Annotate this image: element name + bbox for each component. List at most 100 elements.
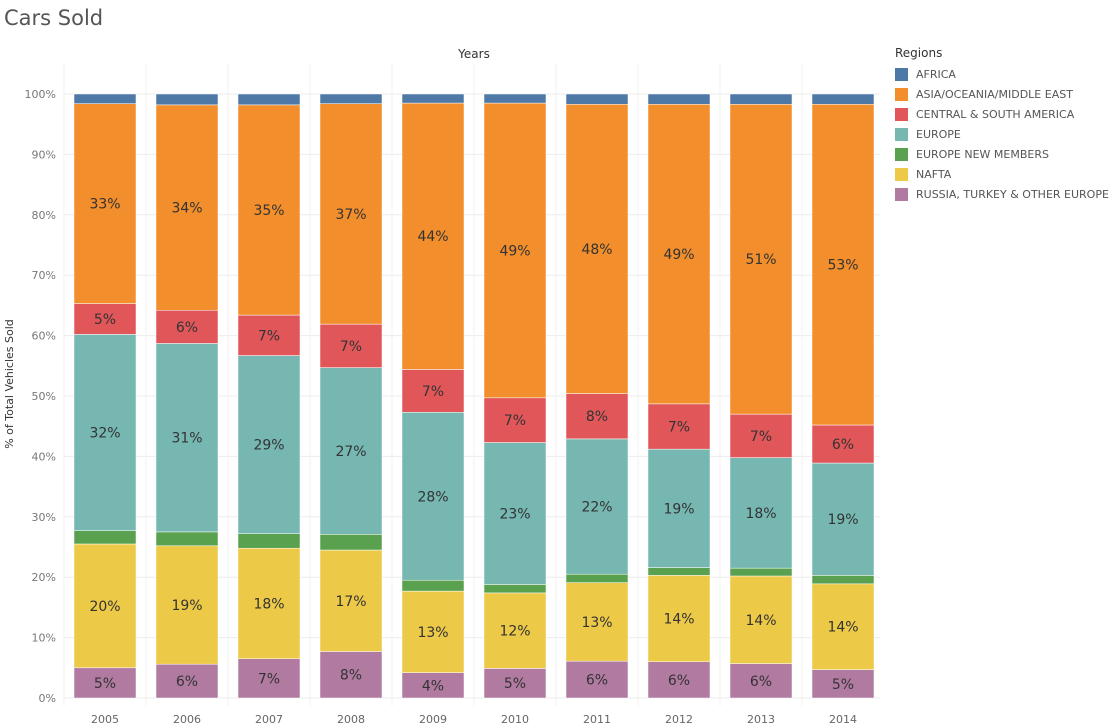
bar-segment[interactable] <box>565 573 629 583</box>
bar-segment[interactable] <box>647 448 711 568</box>
bar-segment[interactable] <box>319 367 383 535</box>
x-tick-label: 2006 <box>173 713 201 726</box>
bar-segment[interactable] <box>729 93 793 105</box>
bar-segment[interactable] <box>647 403 711 450</box>
bar-segment[interactable] <box>647 575 711 663</box>
bar-segment[interactable] <box>483 584 547 594</box>
bar-segment[interactable] <box>647 567 711 576</box>
bar-segment[interactable] <box>729 663 793 699</box>
bar-segment[interactable] <box>483 442 547 585</box>
legend-swatch <box>895 187 908 201</box>
legend-item[interactable]: AFRICA <box>895 64 1116 84</box>
bar-segment[interactable] <box>237 658 301 699</box>
bar-segment[interactable] <box>729 567 793 577</box>
data-label: 5% <box>832 677 854 693</box>
legend-swatch <box>895 67 908 81</box>
data-label: 7% <box>422 384 444 400</box>
legend-item[interactable]: ASIA/OCEANIA/MIDDLE EAST <box>895 84 1116 104</box>
bar-segment[interactable] <box>811 575 875 585</box>
bar-segment[interactable] <box>483 93 547 104</box>
bar-segment[interactable] <box>401 93 465 104</box>
y-axis-ticks: 0% 10% 20% 30% 40% 50% 60% 70% 80% 90% 100% <box>25 88 56 705</box>
bar-segment[interactable] <box>73 303 137 335</box>
data-label: 6% <box>586 673 608 689</box>
bar-segment[interactable] <box>483 592 547 669</box>
bar-segment[interactable] <box>647 93 711 105</box>
bar-segment[interactable] <box>237 104 301 316</box>
bar-segment[interactable] <box>73 93 137 104</box>
bar-segment[interactable] <box>483 668 547 699</box>
legend-item[interactable]: NAFTA <box>895 164 1116 184</box>
legend-item[interactable]: EUROPE NEW MEMBERS <box>895 144 1116 164</box>
legend-swatch <box>895 87 908 101</box>
bar-segment[interactable] <box>565 393 629 440</box>
y-tick-label: 60% <box>32 330 56 343</box>
data-label: 6% <box>176 674 198 690</box>
bar-segment[interactable] <box>319 534 383 551</box>
x-tick-label: 2005 <box>91 713 119 726</box>
data-label: 6% <box>750 674 772 690</box>
data-label: 20% <box>89 599 120 615</box>
bar-segment[interactable] <box>237 547 301 659</box>
bar-segment[interactable] <box>155 545 219 665</box>
bar-segment[interactable] <box>155 531 219 547</box>
bar-segment[interactable] <box>483 397 547 443</box>
bar-segment[interactable] <box>565 93 629 105</box>
bar-segment[interactable] <box>401 102 465 370</box>
data-label: 31% <box>171 431 202 447</box>
bar-segment[interactable] <box>401 579 465 592</box>
bar-segment[interactable] <box>811 462 875 576</box>
bar-segment[interactable] <box>729 575 793 664</box>
bar-segment[interactable] <box>565 660 629 699</box>
x-tick-label: 2014 <box>829 713 857 726</box>
legend-swatch <box>895 127 908 141</box>
legend: Regions AFRICA ASIA/OCEANIA/MIDDLE EAST CE… <box>895 46 1116 204</box>
bar-segment[interactable] <box>73 530 137 545</box>
data-label: 33% <box>89 197 120 213</box>
bar-segment[interactable] <box>73 334 137 531</box>
legend-item[interactable]: EUROPE <box>895 124 1116 144</box>
bar-segment[interactable] <box>647 661 711 699</box>
data-label: 12% <box>499 624 530 640</box>
bar-segment[interactable] <box>401 672 465 699</box>
bar-segment[interactable] <box>565 438 629 575</box>
bar-segment[interactable] <box>401 590 465 673</box>
bar-segment[interactable] <box>729 457 793 569</box>
data-label: 8% <box>586 409 608 425</box>
bar-segment[interactable] <box>319 93 383 104</box>
bar-segment[interactable] <box>565 104 629 394</box>
bar-segment[interactable] <box>73 543 137 669</box>
data-label: 53% <box>827 258 858 274</box>
bar-segment[interactable] <box>237 314 301 356</box>
bar-segment[interactable] <box>155 663 219 699</box>
bar-segment[interactable] <box>319 651 383 699</box>
data-label: 14% <box>827 620 858 636</box>
legend-item[interactable]: RUSSIA, TURKEY & OTHER EUROPE <box>895 184 1116 204</box>
data-label: 6% <box>668 673 690 689</box>
bar-segment[interactable] <box>319 323 383 368</box>
bar-segment[interactable] <box>811 583 875 670</box>
x-tick-label: 2011 <box>583 713 611 726</box>
bar-segment[interactable] <box>483 102 547 399</box>
legend-item[interactable]: CENTRAL & SOUTH AMERICA <box>895 104 1116 124</box>
bar-segment[interactable] <box>237 533 301 549</box>
bar-segment[interactable] <box>237 93 301 106</box>
bar-segment[interactable] <box>73 103 137 304</box>
bar-segment[interactable] <box>155 343 219 533</box>
bar-segment[interactable] <box>811 104 875 426</box>
bar-segment[interactable] <box>155 93 219 106</box>
data-label: 22% <box>581 500 612 516</box>
bar-segment[interactable] <box>319 549 383 652</box>
bar-segment[interactable] <box>811 93 875 105</box>
data-label: 5% <box>94 312 116 328</box>
y-tick-label: 10% <box>32 632 56 645</box>
data-label: 6% <box>832 437 854 453</box>
data-label: 18% <box>745 506 776 522</box>
bar-segment[interactable] <box>319 103 383 325</box>
bar-segment[interactable] <box>729 104 793 415</box>
bar-segment[interactable] <box>237 355 301 534</box>
bar-segment[interactable] <box>647 104 711 405</box>
y-tick-label: 40% <box>32 450 56 463</box>
bar-segment[interactable] <box>811 669 875 699</box>
bar-segment[interactable] <box>73 667 137 699</box>
